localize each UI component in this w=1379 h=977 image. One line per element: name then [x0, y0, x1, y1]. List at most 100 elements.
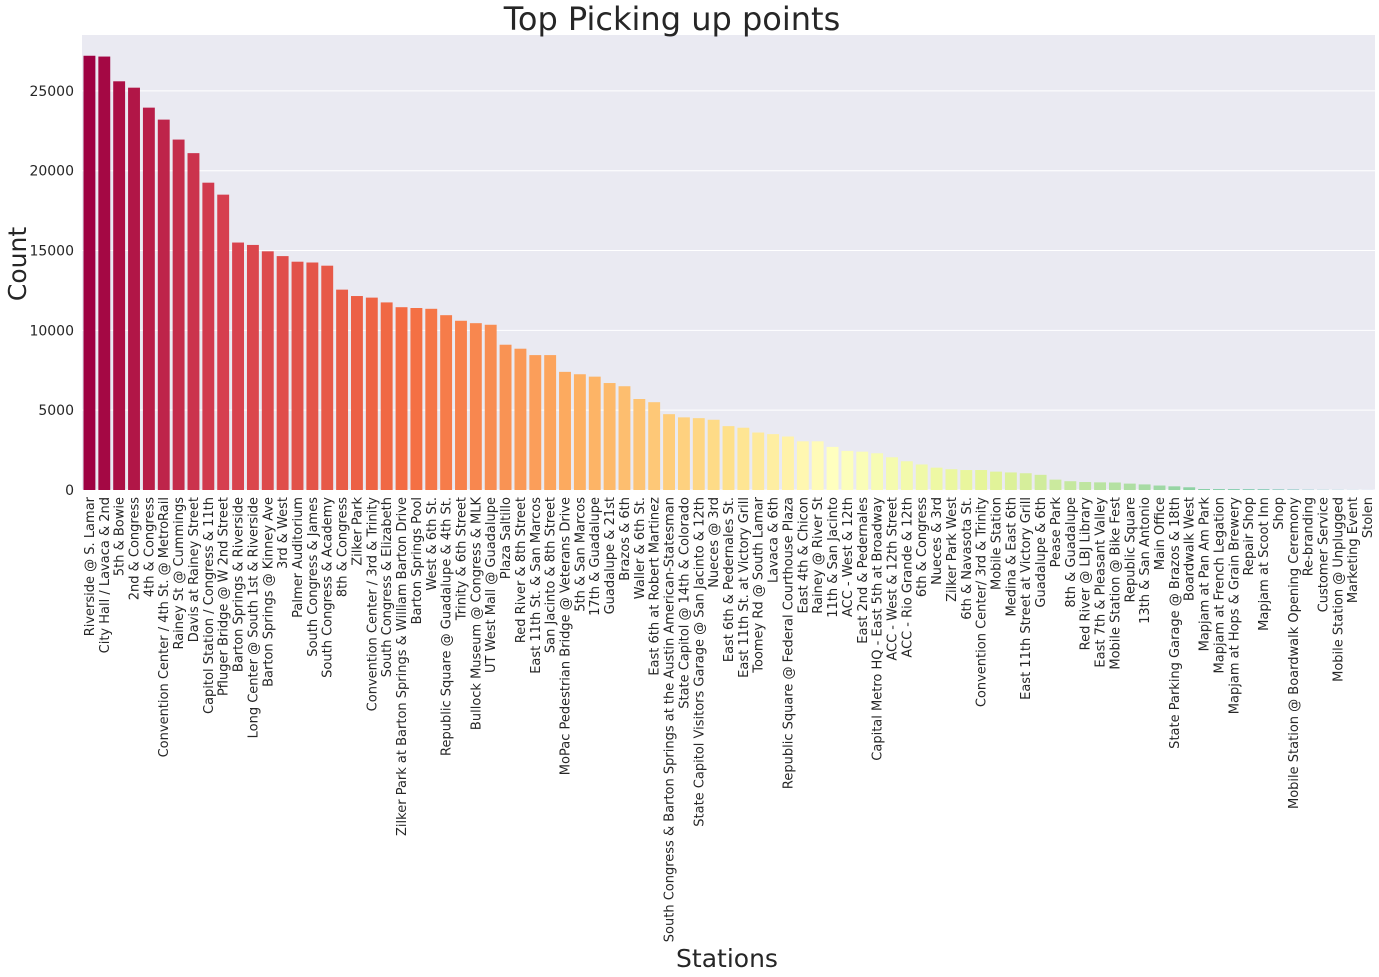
- bar: [1019, 473, 1032, 490]
- x-tick-label: 6th & Navasota St.: [960, 497, 975, 620]
- x-tick-label: South Congress & Academy: [321, 497, 336, 678]
- x-tick-label: Mobile Station @ Unplugged: [1331, 497, 1346, 682]
- x-tick-label: Zilker Park West: [945, 497, 960, 602]
- bar: [514, 348, 527, 490]
- bar: [202, 182, 215, 490]
- bar: [469, 323, 482, 490]
- x-tick-label: Capitol Station / Congress & 11th: [202, 497, 217, 714]
- y-ticks: 0 5000 10000 15000 20000 25000: [29, 84, 74, 499]
- plot-background: [82, 35, 1375, 490]
- bar: [856, 451, 869, 490]
- bar: [782, 436, 794, 490]
- x-tick-label: Lavaca & 6th: [767, 497, 782, 583]
- bar: [410, 308, 423, 490]
- x-tick-label: Barton Springs @ Kinney Ave: [261, 497, 276, 687]
- x-tick-label: East 11th St. at Victory Grill: [737, 497, 752, 678]
- bar: [1138, 484, 1151, 490]
- x-tick-label: Palmer Auditorium: [291, 497, 306, 618]
- bar: [559, 371, 571, 490]
- x-tick-label: East 6th at Robert Martinez: [648, 497, 663, 676]
- x-tick-label: 5th & Bowie: [113, 497, 128, 576]
- x-tick-label: Mapjam at Scoot Inn: [1257, 497, 1272, 631]
- x-tick-label: 13th & San Antonio: [1138, 497, 1153, 624]
- bar: [1213, 489, 1225, 490]
- bar: [276, 256, 289, 490]
- bar: [306, 262, 319, 490]
- x-tick-label: San Jacinto & 8th Street: [544, 497, 559, 653]
- x-tick-label: UT West Mall @ Guadalupe: [484, 497, 499, 673]
- bar: [1034, 474, 1047, 490]
- x-tick-label: Nueces & 3rd: [930, 497, 945, 585]
- bar: [529, 355, 542, 490]
- bar: [172, 139, 185, 490]
- bar: [1168, 486, 1181, 490]
- x-tick-label: Convention Center / 3rd & Trinity: [365, 497, 380, 712]
- bar: [1183, 487, 1196, 490]
- x-tick-label: State Capitol Visitors Garage @ San Jaci…: [692, 497, 707, 827]
- x-axis-label: Stations: [676, 944, 778, 973]
- bar: [98, 56, 111, 491]
- x-tick-label: State Parking Garage @ Brazos & 18th: [1168, 497, 1183, 749]
- bar: [1004, 472, 1017, 490]
- y-tick-label: 20000: [29, 164, 74, 180]
- bar: [930, 467, 943, 490]
- x-tick-label: East 11th St. & San Marcos: [529, 497, 544, 674]
- x-tick-label: Brazos & 6th: [618, 497, 633, 581]
- x-tick-label: Capital Metro HQ - East 5th at Broadway: [871, 497, 886, 761]
- bar: [395, 307, 408, 490]
- x-tick-label: ACC - Rio Grande & 12th: [900, 497, 915, 658]
- bar: [945, 469, 958, 490]
- x-tick-label: Shop: [1272, 497, 1287, 530]
- x-tick-label: East 6th & Pedernales St.: [722, 497, 737, 662]
- bar: [83, 55, 96, 490]
- x-tick-label: Plaza Saltillo: [499, 497, 514, 579]
- bar: [841, 450, 854, 490]
- x-tick-label: State Capitol @ 14th & Colorado: [677, 497, 692, 709]
- x-tick-label: Medina & East 6th: [1004, 497, 1019, 616]
- x-tick-label: Republic Square @ Guadalupe & 4th St.: [440, 497, 455, 756]
- x-tick-label: Davis at Rainey Street: [187, 497, 202, 642]
- bar: [1064, 481, 1077, 490]
- bar: [142, 107, 155, 490]
- x-tick-label: Mobile Station @ Boardwalk Opening Cerem…: [1287, 497, 1302, 809]
- y-tick-label: 10000: [29, 323, 74, 339]
- chart-title: Top Picking up points: [503, 0, 840, 38]
- bar: [692, 418, 705, 490]
- bar: [811, 441, 824, 490]
- bar: [425, 308, 438, 490]
- bar: [990, 471, 1002, 490]
- bar: [648, 402, 661, 490]
- x-tick-label: Barton Springs Pool: [410, 497, 425, 624]
- x-tick-label: 5th & San Marcos: [573, 497, 588, 612]
- bar: [1257, 489, 1270, 490]
- bar: [663, 414, 675, 490]
- x-tick-label: Republic Square: [1123, 497, 1138, 602]
- bar: [1242, 489, 1255, 490]
- bar: [1227, 489, 1240, 490]
- bar: [722, 426, 735, 490]
- x-ticks: Riverside @ S. Lamar City Hall / Lavaca &…: [83, 496, 1376, 942]
- bar: [157, 119, 170, 491]
- x-tick-label: Rainey @ River St: [811, 497, 826, 614]
- x-tick-label: Mapjam at Hops & Grain Brewery: [1227, 497, 1242, 714]
- bar: [321, 265, 334, 490]
- x-tick-label: 3rd & West: [276, 497, 291, 569]
- y-tick-label: 25000: [29, 84, 74, 100]
- bar: [960, 470, 973, 490]
- x-tick-label: MoPac Pedestrian Bridge @ Veterans Drive: [559, 497, 574, 775]
- bar: [351, 296, 363, 490]
- bar: [336, 289, 349, 490]
- x-tick-label: Mapjam at Pan Am Park: [1198, 497, 1213, 652]
- bar: [915, 464, 928, 490]
- bar: [633, 399, 646, 490]
- x-tick-label: 2nd & Congress: [128, 497, 143, 601]
- bar: [752, 432, 765, 490]
- x-tick-label: Convention Center / 4th St. @ MetroRail: [157, 497, 172, 757]
- x-tick-label: Customer Service: [1316, 497, 1331, 612]
- x-tick-label: East 2nd & Pedernales: [856, 497, 871, 644]
- x-tick-label: City Hall / Lavaca & 2nd: [98, 497, 113, 653]
- x-tick-label: Mapjam at French Legation: [1212, 497, 1227, 673]
- bar: [737, 427, 750, 490]
- x-tick-label: 8th & Congress: [336, 497, 351, 597]
- x-tick-label: Waller & 6th St.: [633, 497, 648, 599]
